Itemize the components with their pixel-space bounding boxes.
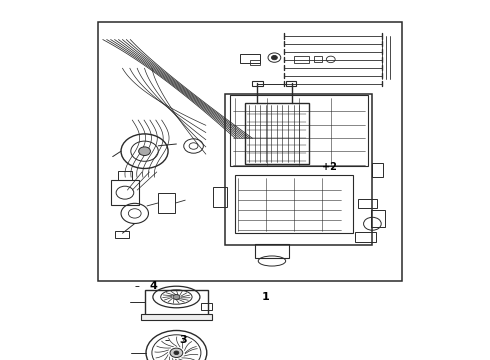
Bar (201, 303, 212, 310)
Bar (111, 180, 139, 205)
Bar (230, 95, 368, 166)
Bar (252, 81, 263, 86)
Text: –: – (164, 335, 169, 345)
Bar (213, 187, 227, 207)
Text: 4: 4 (149, 281, 157, 291)
Bar (286, 81, 296, 86)
Circle shape (271, 55, 277, 60)
Bar (255, 244, 289, 258)
Bar (371, 211, 385, 227)
Circle shape (174, 351, 179, 355)
Circle shape (173, 294, 180, 300)
Bar (141, 314, 212, 320)
Bar (145, 290, 208, 316)
Bar (115, 231, 129, 238)
Bar (240, 54, 260, 63)
Text: +2: +2 (322, 162, 337, 172)
Bar (118, 171, 132, 180)
Bar (250, 60, 260, 65)
Circle shape (170, 348, 183, 357)
Bar (355, 232, 376, 242)
Bar (235, 175, 353, 233)
Text: –: – (135, 281, 140, 291)
Bar (225, 94, 372, 245)
Bar (372, 163, 383, 177)
Bar (314, 56, 322, 62)
Bar (98, 22, 402, 281)
Bar (158, 193, 175, 213)
Bar (294, 56, 309, 63)
Circle shape (139, 147, 150, 156)
Bar (358, 199, 377, 208)
Text: 3: 3 (179, 335, 187, 345)
Bar (245, 103, 309, 164)
Text: 1: 1 (262, 292, 270, 302)
